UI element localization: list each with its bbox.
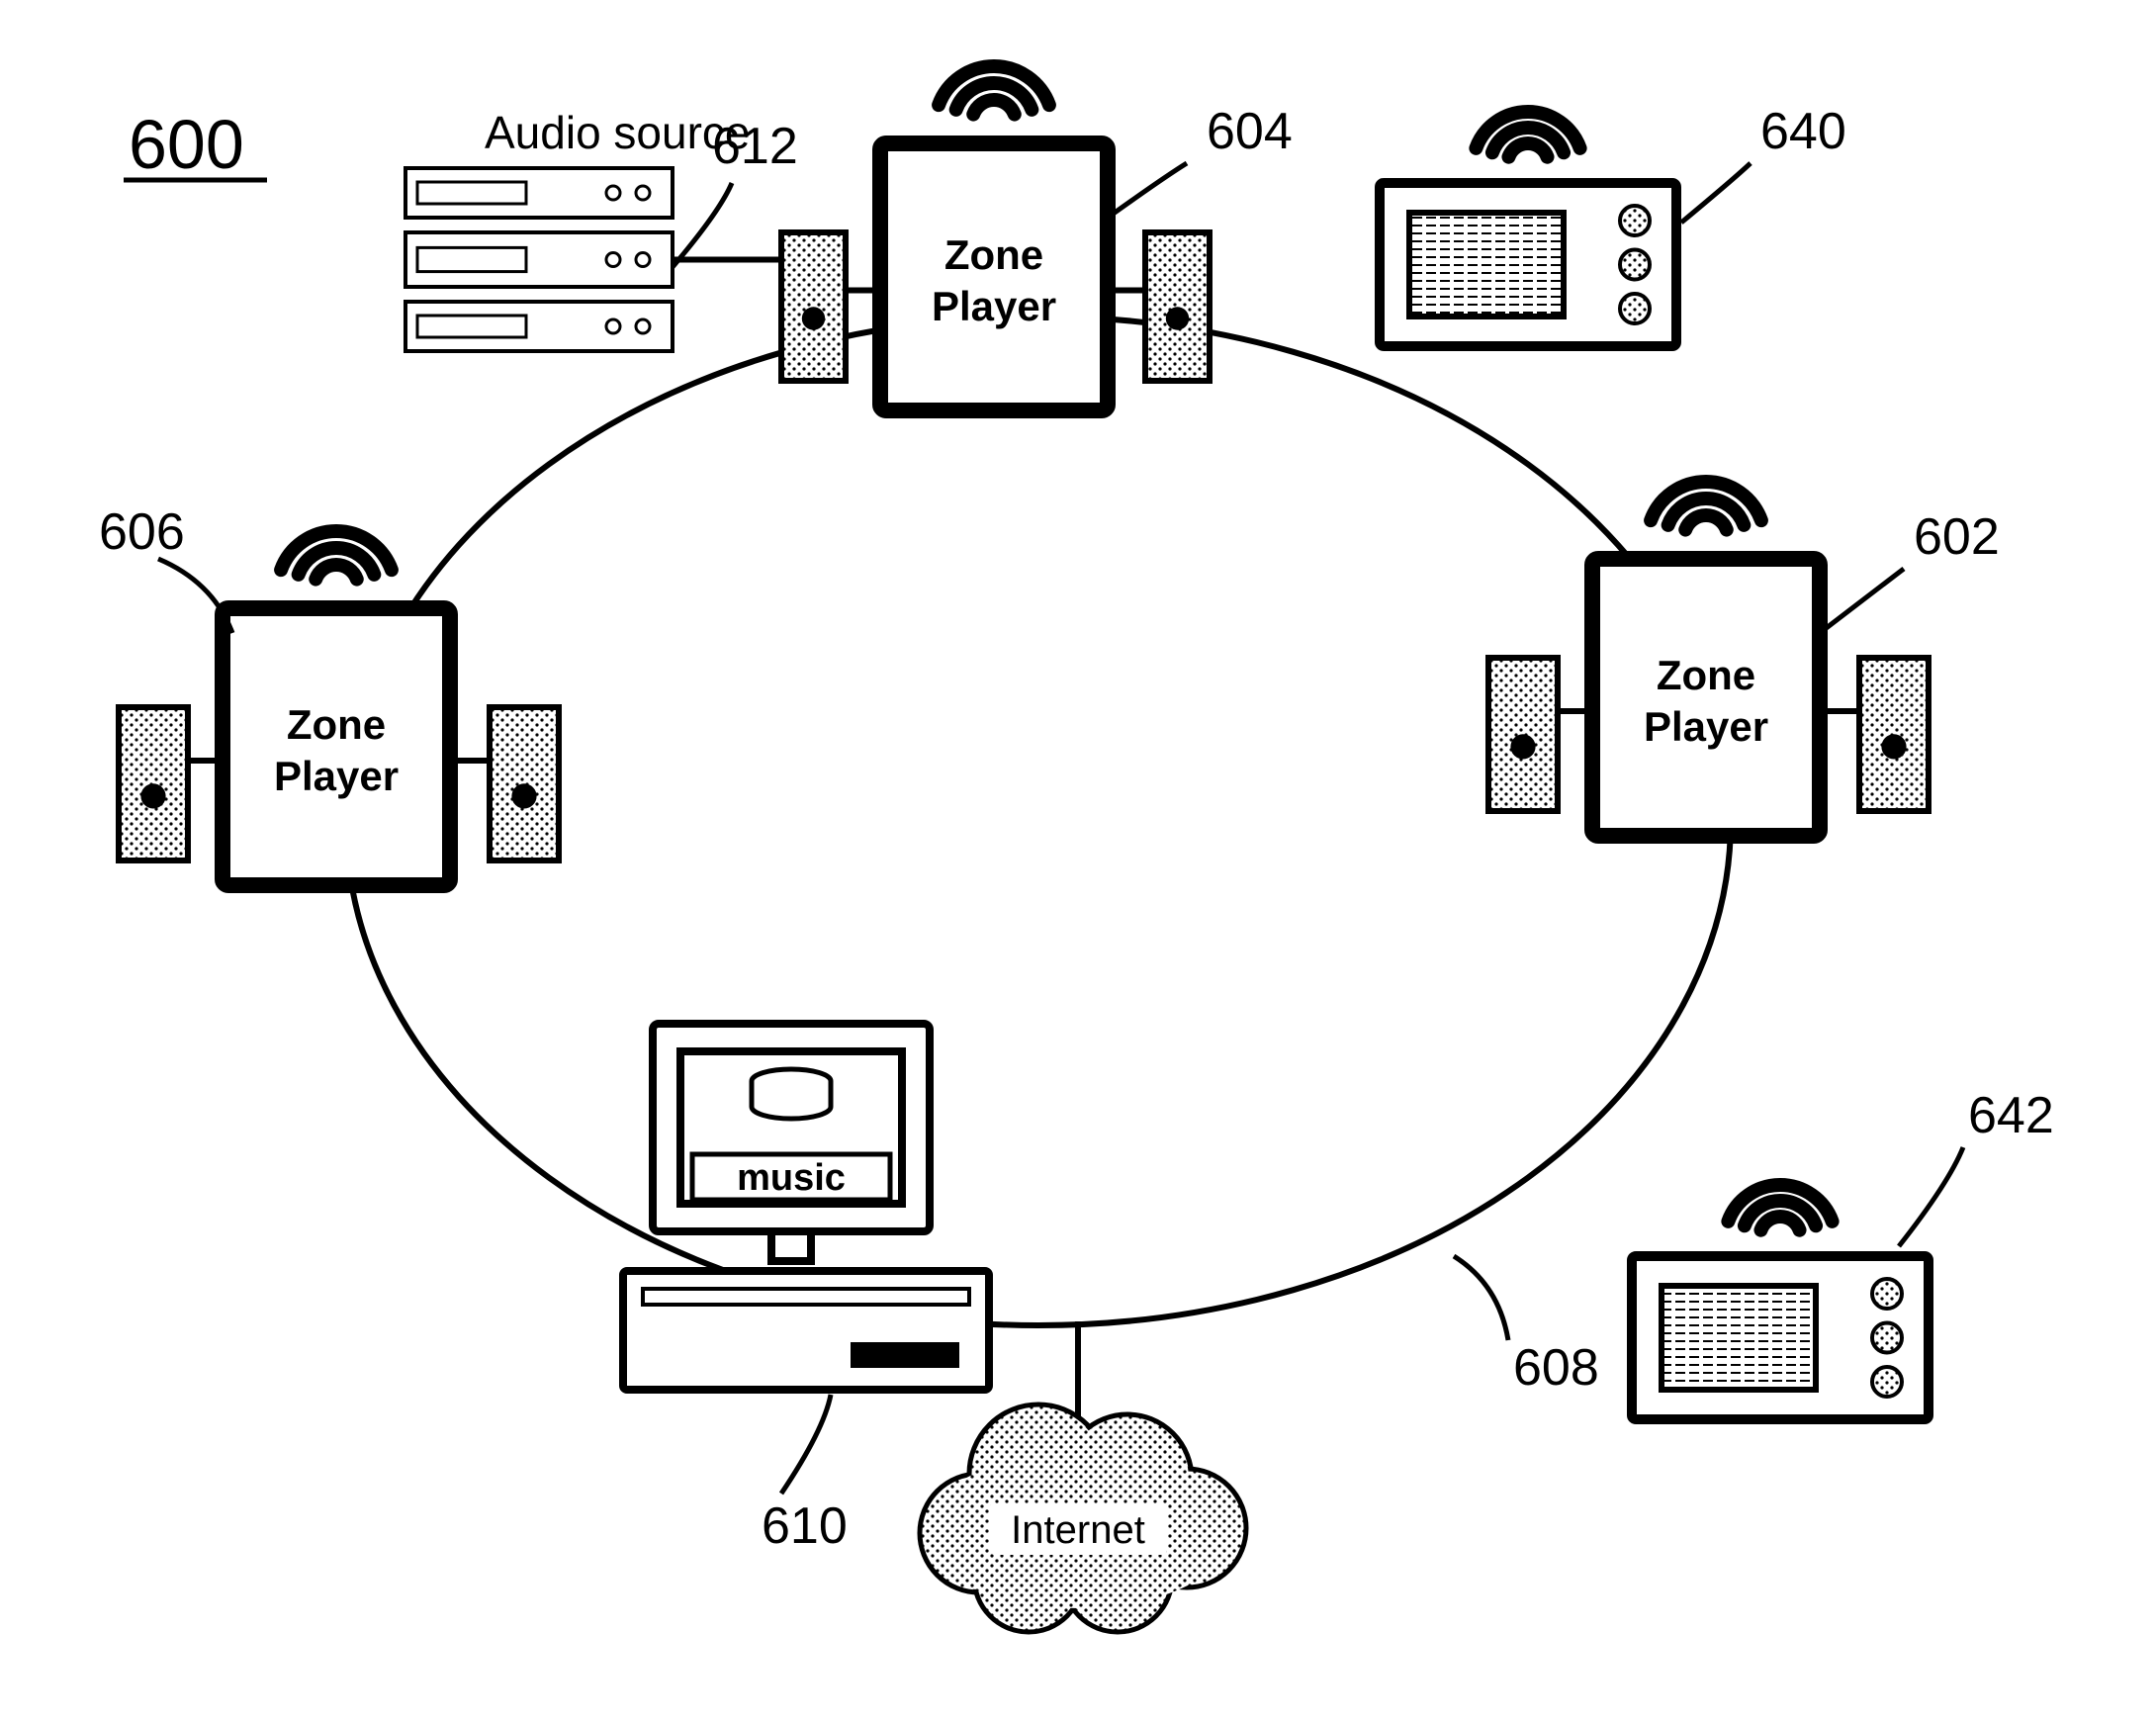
- ref-label: 602: [1914, 508, 2000, 566]
- zone-player-label: Zone: [1657, 652, 1755, 698]
- ref-label: 642: [1968, 1087, 2054, 1144]
- zone-player-label: Zone: [944, 231, 1043, 278]
- diagram-canvas: 600 Audio source Zone Player Zone Player Zone P…: [0, 0, 2156, 1721]
- zone-player-label: Player: [274, 753, 399, 799]
- figure-number: 600: [129, 106, 244, 183]
- internet-label: Internet: [1011, 1508, 1145, 1552]
- speaker-icon: [490, 707, 559, 860]
- zone-player-label: Player: [1644, 703, 1768, 750]
- speaker-icon: [781, 232, 846, 381]
- speaker-icon: [119, 707, 188, 860]
- computer-screen-label: music: [737, 1157, 846, 1199]
- wifi-icon: [1476, 112, 1579, 157]
- ref-label: 604: [1207, 103, 1293, 160]
- speaker-icon: [1859, 658, 1929, 811]
- speaker-icon: [1145, 232, 1210, 381]
- zone-player-label: Zone: [287, 701, 386, 748]
- zone-player-label: Player: [932, 283, 1056, 329]
- audio-source-label: Audio source: [485, 107, 751, 158]
- ref-label: 612: [712, 118, 798, 175]
- ref-label: 606: [99, 503, 185, 561]
- wifi-icon: [1728, 1185, 1832, 1230]
- speaker-icon: [1488, 658, 1558, 811]
- ref-label: 640: [1760, 103, 1846, 160]
- ref-label: 610: [762, 1497, 848, 1555]
- ref-label: 608: [1513, 1339, 1599, 1397]
